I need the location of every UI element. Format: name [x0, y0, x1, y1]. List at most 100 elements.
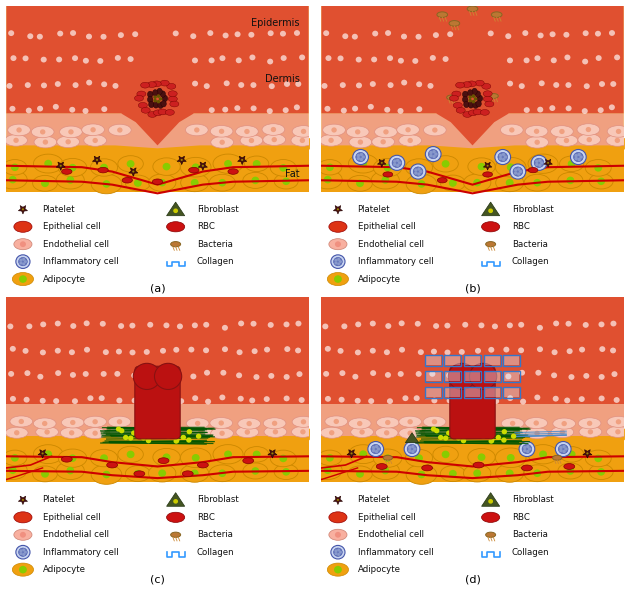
Circle shape [568, 160, 576, 168]
Circle shape [355, 349, 361, 355]
Circle shape [578, 158, 581, 161]
Circle shape [405, 127, 411, 132]
Circle shape [160, 348, 166, 353]
Circle shape [157, 429, 163, 434]
Ellipse shape [270, 450, 296, 467]
Circle shape [461, 433, 466, 438]
Circle shape [610, 81, 616, 87]
Ellipse shape [606, 135, 629, 146]
Bar [503, 371, 520, 382]
Ellipse shape [481, 512, 500, 522]
Ellipse shape [3, 450, 27, 466]
Ellipse shape [154, 110, 163, 116]
Circle shape [473, 397, 479, 403]
Ellipse shape [468, 158, 495, 176]
Circle shape [368, 104, 374, 110]
Ellipse shape [141, 107, 150, 113]
Bar [6, 296, 309, 483]
Circle shape [479, 432, 484, 438]
Circle shape [190, 33, 197, 39]
Text: Adipocyte: Adipocyte [358, 565, 401, 574]
Circle shape [581, 108, 588, 114]
Circle shape [69, 349, 75, 355]
Circle shape [181, 159, 183, 161]
Circle shape [20, 532, 26, 538]
Circle shape [551, 58, 557, 63]
Ellipse shape [397, 124, 420, 136]
Ellipse shape [149, 464, 176, 482]
Circle shape [539, 81, 545, 86]
Circle shape [153, 95, 157, 99]
Bar [426, 355, 441, 365]
Circle shape [370, 370, 376, 376]
Circle shape [268, 322, 274, 328]
FancyBboxPatch shape [450, 366, 495, 439]
Circle shape [531, 155, 547, 170]
Circle shape [398, 58, 404, 63]
Circle shape [385, 372, 391, 378]
Circle shape [498, 152, 508, 162]
Circle shape [489, 438, 495, 443]
Circle shape [251, 106, 256, 111]
Circle shape [616, 129, 621, 134]
Ellipse shape [84, 135, 106, 146]
Polygon shape [18, 206, 28, 214]
Ellipse shape [152, 90, 158, 96]
Circle shape [335, 262, 338, 264]
Circle shape [431, 349, 437, 355]
Ellipse shape [134, 95, 144, 101]
Circle shape [392, 158, 402, 167]
Ellipse shape [528, 154, 558, 173]
Circle shape [173, 209, 178, 213]
Circle shape [55, 348, 61, 353]
Ellipse shape [292, 126, 315, 137]
Circle shape [418, 471, 425, 479]
Ellipse shape [483, 96, 493, 102]
Circle shape [173, 499, 178, 503]
Circle shape [387, 398, 393, 404]
Ellipse shape [496, 174, 524, 192]
Circle shape [69, 430, 74, 435]
Circle shape [398, 108, 404, 114]
Circle shape [159, 97, 163, 101]
Circle shape [417, 173, 421, 176]
Circle shape [553, 82, 559, 88]
Circle shape [20, 259, 23, 262]
Circle shape [123, 435, 129, 440]
Circle shape [396, 159, 399, 162]
Circle shape [88, 396, 93, 401]
Circle shape [86, 79, 92, 85]
Ellipse shape [147, 96, 153, 103]
Circle shape [549, 31, 556, 37]
Circle shape [411, 450, 415, 453]
Circle shape [472, 94, 475, 98]
Ellipse shape [329, 529, 347, 540]
Circle shape [22, 553, 25, 556]
Circle shape [534, 55, 541, 61]
Bar [321, 296, 624, 483]
Ellipse shape [4, 135, 27, 146]
Bar [425, 371, 442, 382]
Bar [321, 296, 624, 404]
Circle shape [339, 260, 342, 263]
Circle shape [410, 164, 426, 179]
Circle shape [70, 420, 76, 425]
Circle shape [553, 321, 559, 326]
Ellipse shape [244, 156, 269, 171]
Circle shape [101, 371, 106, 377]
Circle shape [249, 55, 255, 60]
Circle shape [251, 467, 260, 475]
Circle shape [528, 448, 531, 451]
Text: Dermis: Dermis [265, 74, 300, 84]
Ellipse shape [161, 101, 166, 107]
Circle shape [488, 499, 493, 503]
Polygon shape [166, 493, 185, 506]
Circle shape [509, 127, 515, 133]
Circle shape [337, 549, 340, 551]
Text: Endothelial cell: Endothelial cell [43, 530, 108, 539]
Ellipse shape [108, 125, 131, 136]
Circle shape [222, 107, 228, 113]
Circle shape [219, 394, 226, 400]
Ellipse shape [180, 448, 211, 468]
Text: RBC: RBC [197, 513, 215, 522]
